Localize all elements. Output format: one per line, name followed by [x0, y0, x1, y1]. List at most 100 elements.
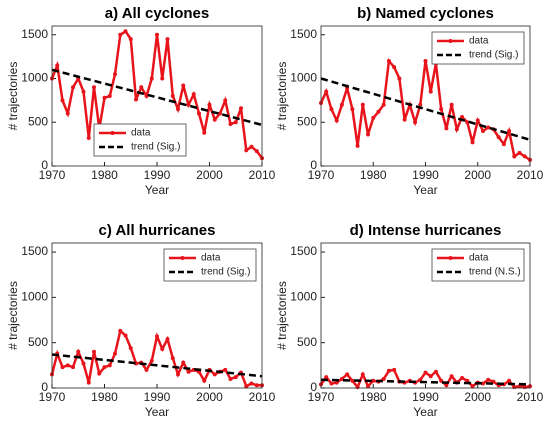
x-tick-label: 2000: [196, 168, 223, 182]
chart-title: a) All cyclones: [105, 5, 210, 22]
data-point: [134, 97, 138, 102]
data-point: [329, 107, 334, 112]
data-point: [423, 59, 428, 63]
data-point: [392, 367, 397, 372]
x-tick-label: 1990: [144, 168, 171, 182]
x-tick-label: 2000: [196, 390, 223, 404]
data-point: [71, 85, 75, 90]
data-point: [512, 154, 517, 159]
data-point: [139, 85, 144, 90]
data-point: [460, 376, 465, 381]
data-point: [486, 125, 491, 130]
data-point: [512, 385, 517, 390]
data-point: [397, 76, 402, 81]
data-point: [113, 351, 117, 356]
data-point: [244, 384, 249, 389]
data-point: [223, 98, 228, 103]
data-point: [507, 129, 512, 133]
data-point: [470, 384, 475, 389]
data-point: [102, 95, 107, 100]
data-point: [249, 144, 254, 149]
chart-title: c) All hurricanes: [99, 222, 216, 239]
y-tick-label: 0: [310, 158, 317, 172]
data-point: [144, 94, 149, 98]
x-axis-label: Year: [413, 183, 437, 197]
data-point: [60, 98, 65, 103]
y-tick-label: 1500: [21, 27, 48, 41]
data-point: [65, 363, 70, 368]
data-point: [402, 117, 407, 122]
data-point: [360, 102, 365, 107]
data-point: [102, 365, 107, 370]
y-axis-label: # trajectories: [275, 281, 289, 350]
data-point: [239, 106, 243, 111]
data-point: [350, 378, 355, 383]
data-point: [517, 150, 522, 155]
trend-line: [320, 378, 531, 386]
data-point: [413, 120, 418, 125]
x-tick-label: 1970: [39, 168, 66, 182]
data-point: [507, 378, 512, 383]
data-point: [181, 360, 186, 365]
data-point: [339, 376, 344, 381]
data-point: [486, 377, 491, 382]
data-point: [444, 383, 449, 388]
x-tick-label: 2000: [464, 168, 491, 182]
data-point: [97, 371, 102, 376]
data-point: [444, 126, 449, 131]
x-tick-label: 1980: [360, 168, 387, 182]
y-axis-label: # trajectories: [6, 281, 20, 350]
data-point: [376, 109, 381, 114]
data-point: [449, 102, 454, 107]
data-point: [334, 380, 339, 385]
legend-marker: [180, 256, 185, 260]
legend-label: data: [469, 253, 489, 264]
data-point: [118, 328, 123, 333]
data-point: [324, 375, 329, 380]
y-tick-label: 0: [41, 158, 48, 172]
data-point: [254, 149, 259, 154]
data-point: [428, 374, 433, 379]
data-point: [107, 94, 112, 98]
data-point: [207, 102, 212, 107]
data-point: [381, 102, 386, 107]
data-point: [123, 333, 128, 338]
x-tick-label: 2000: [464, 390, 491, 404]
data-point: [186, 369, 191, 374]
legend-box: [431, 248, 525, 282]
legend-marker: [448, 256, 453, 260]
data-point: [76, 349, 81, 354]
trend-line: [320, 77, 531, 141]
data-point: [366, 132, 371, 137]
data-point: [149, 76, 154, 81]
axes-box: [320, 242, 531, 389]
axes-box: [51, 242, 263, 389]
x-tick-label: 1970: [308, 168, 335, 182]
legend-box: [93, 123, 187, 157]
data-point: [386, 368, 391, 373]
data-point: [86, 136, 91, 140]
data-point: [371, 378, 376, 383]
y-axis-label: # trajectories: [275, 62, 289, 131]
legend-label: trend (Sig.): [131, 142, 180, 153]
data-point: [254, 383, 259, 388]
data-point: [86, 380, 91, 385]
data-point: [165, 337, 170, 342]
x-axis-label: Year: [413, 405, 437, 419]
data-point: [176, 372, 180, 377]
data-point: [480, 129, 485, 133]
y-tick-label: 1500: [290, 244, 317, 258]
legend-label: trend (Sig.): [469, 50, 518, 61]
x-tick-label: 2010: [517, 168, 544, 182]
data-point: [496, 135, 501, 140]
data-point: [92, 349, 96, 354]
legend-box: [163, 248, 257, 282]
data-point: [107, 363, 112, 368]
y-tick-label: 1500: [21, 244, 48, 258]
data-point: [350, 107, 355, 112]
data-point: [470, 140, 475, 145]
trend-line: [51, 353, 263, 378]
data-point: [113, 72, 117, 77]
trend-line: [51, 68, 263, 127]
x-tick-label: 2010: [249, 390, 276, 404]
